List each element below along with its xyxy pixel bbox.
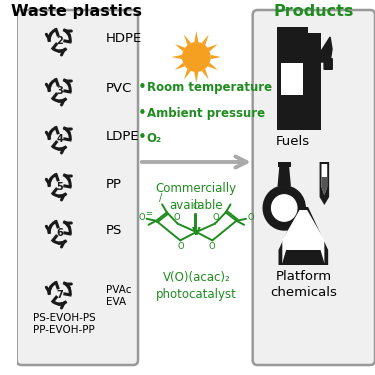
Text: PP: PP	[105, 177, 122, 190]
Text: •: •	[138, 81, 147, 96]
Circle shape	[263, 186, 305, 230]
Text: 2: 2	[56, 36, 63, 46]
Polygon shape	[175, 63, 185, 70]
Text: •: •	[138, 130, 147, 146]
FancyBboxPatch shape	[253, 10, 375, 365]
Circle shape	[183, 43, 210, 71]
Polygon shape	[184, 34, 191, 45]
Text: Room temperature: Room temperature	[147, 81, 272, 94]
Polygon shape	[278, 165, 291, 186]
FancyArrowPatch shape	[142, 156, 246, 168]
Polygon shape	[202, 34, 209, 45]
Polygon shape	[279, 207, 328, 265]
FancyBboxPatch shape	[277, 33, 321, 45]
Text: O: O	[138, 213, 145, 222]
Text: O: O	[173, 213, 180, 222]
Text: •: •	[138, 106, 147, 122]
Polygon shape	[208, 44, 218, 51]
Polygon shape	[211, 55, 221, 59]
Text: O: O	[193, 202, 200, 211]
Text: PS: PS	[105, 225, 122, 237]
Text: 5: 5	[56, 182, 63, 192]
Text: Commercially
available: Commercially available	[156, 182, 237, 212]
Text: O₂: O₂	[147, 132, 162, 144]
Polygon shape	[171, 55, 182, 59]
Text: Ambient pressure: Ambient pressure	[147, 108, 265, 120]
Text: O: O	[213, 213, 219, 222]
Polygon shape	[202, 69, 209, 80]
Text: =: =	[145, 209, 152, 218]
Polygon shape	[184, 69, 191, 80]
Polygon shape	[320, 162, 329, 205]
Text: O: O	[208, 242, 215, 251]
Text: O: O	[248, 213, 255, 222]
Text: Platform
chemicals: Platform chemicals	[270, 270, 337, 299]
FancyBboxPatch shape	[16, 10, 138, 365]
FancyBboxPatch shape	[277, 27, 308, 130]
Text: 6: 6	[56, 228, 63, 238]
Polygon shape	[321, 37, 332, 62]
Text: PVC: PVC	[105, 82, 132, 96]
Polygon shape	[194, 72, 198, 83]
Text: O: O	[178, 242, 184, 251]
Polygon shape	[321, 177, 327, 195]
Text: 7: 7	[56, 290, 63, 300]
Text: 3: 3	[56, 87, 63, 96]
Text: /: /	[159, 194, 162, 203]
Text: PS-EVOH-PS
PP-EVOH-PP: PS-EVOH-PS PP-EVOH-PP	[33, 313, 96, 335]
Polygon shape	[208, 63, 218, 70]
Polygon shape	[194, 31, 198, 42]
Text: HDPE: HDPE	[105, 33, 142, 45]
Circle shape	[272, 195, 297, 221]
Polygon shape	[175, 44, 185, 51]
Text: 4: 4	[56, 135, 63, 144]
Text: Fuels: Fuels	[276, 135, 310, 148]
Text: LDPE: LDPE	[105, 130, 139, 144]
Polygon shape	[282, 250, 324, 263]
FancyBboxPatch shape	[278, 162, 291, 167]
Text: PVAc
EVA: PVAc EVA	[105, 285, 131, 308]
Text: Products: Products	[274, 4, 354, 19]
Polygon shape	[321, 164, 327, 195]
FancyBboxPatch shape	[281, 63, 303, 95]
Polygon shape	[282, 210, 324, 263]
Text: V(O)(acac)₂
photocatalyst: V(O)(acac)₂ photocatalyst	[156, 271, 237, 301]
Text: V: V	[192, 227, 201, 237]
FancyBboxPatch shape	[323, 58, 333, 70]
FancyBboxPatch shape	[308, 45, 321, 130]
Text: Waste plastics: Waste plastics	[11, 4, 142, 19]
